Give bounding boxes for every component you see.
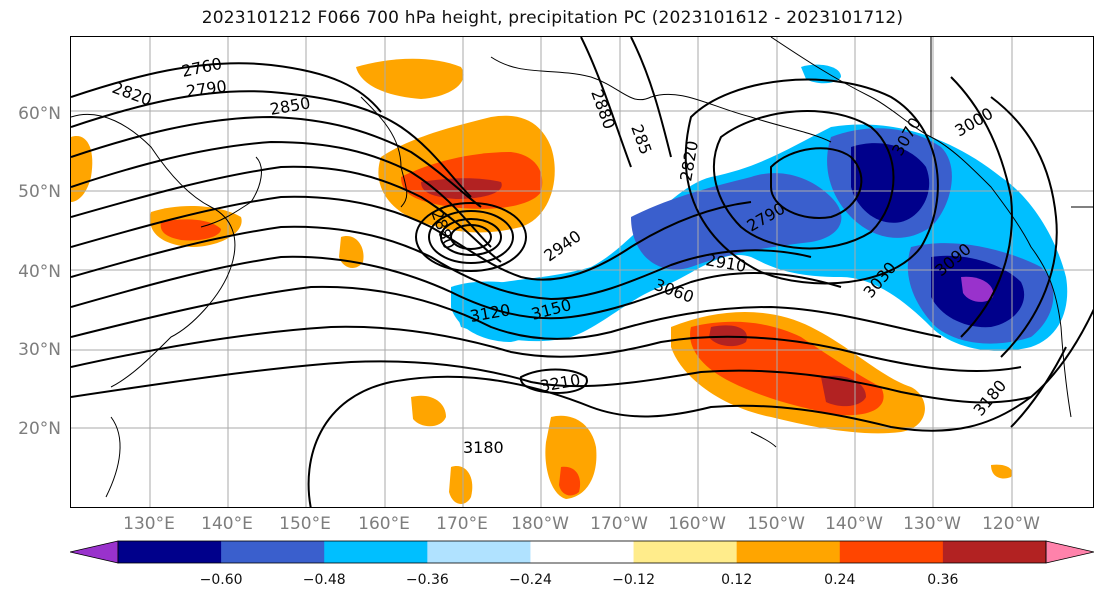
colorbar-tick-label: −0.48 [302,572,346,588]
colorbar-tick-label: −0.36 [405,572,449,588]
colorbar-segment [324,541,428,563]
contour-label: 2940 [540,226,584,265]
pos-anomaly-area [559,466,581,496]
colorbar-outline [117,540,1047,564]
pos-anomaly-area [411,395,446,427]
lon-label-150w: 150°W [747,514,805,534]
colorbar-segment [736,541,841,563]
colorbar-tick-label: 0.12 [721,572,753,588]
lon-label-170e: 170°E [436,514,488,534]
contour-label: 2820 [110,78,155,110]
pos-anomaly-area [356,58,464,99]
contour-label: 2790 [185,76,228,100]
colorbar-segment [118,541,222,563]
colorbar-segment [633,541,738,563]
lon-label-160w: 160°W [668,514,726,534]
lon-label-150e: 150°E [279,514,331,534]
lat-label-20n: 20°N [18,419,61,439]
lat-label-50n: 50°N [18,182,61,202]
contour-label: 2850 [268,93,311,119]
colorbar-tick-label: 0.24 [824,572,856,588]
colorbar-segment [530,541,635,563]
neg-anomaly-area [851,143,930,223]
height-contours [71,37,1093,507]
contour-label: 3000 [952,104,997,141]
map-panel: 2760 2790 2820 2850 2880 285 2820 2790 2… [70,36,1094,508]
lon-label-120w: 120°W [982,514,1040,534]
colorbar-tick-label: −0.12 [612,572,655,588]
colorbar-segment [942,541,1047,563]
lat-label-40n: 40°N [18,262,61,282]
neg-anomaly-area [451,281,545,342]
contour-label: 3180 [463,438,504,457]
map-title: 2023101212 F066 700 hPa height, precipit… [201,8,904,28]
lon-label-140e: 140°E [201,514,253,534]
pos-anomaly-area [160,219,221,241]
colorbar-extension-min [70,540,119,564]
colorbar-extension-max [1045,540,1094,564]
contour-label: 3210 [538,370,581,396]
colorbar-segment [427,541,531,563]
contour-label: 285 [627,122,655,157]
colorbar-tick-label: −0.24 [508,572,552,588]
contour-label: 2880 [587,87,619,132]
lon-label-130e: 130°E [123,514,175,534]
pos-anomaly-area [545,415,597,499]
colorbar-segment [839,541,944,563]
pos-anomaly-area [709,325,747,347]
lon-label-160e: 160°E [358,514,410,534]
lon-label-170w: 170°W [590,514,648,534]
pos-anomaly-area [449,466,473,504]
colorbar-segments [70,540,1094,564]
pos-anomaly-area [71,136,93,202]
colorbar-tick-label: −0.60 [199,572,243,588]
pos-anomaly-area [991,464,1013,479]
graticule [71,37,1093,507]
neg-anomaly-area [961,276,994,302]
precip-shading [71,58,1068,504]
colorbar-segment [221,541,325,563]
colorbar [70,540,1094,564]
colorbar-tick-label: 0.36 [927,572,959,588]
lon-label-130w: 130°W [903,514,961,534]
lon-label-180w: 180°W [511,514,569,534]
lon-label-140w: 140°W [825,514,883,534]
contour-label: 3060 [652,275,697,307]
map-canvas: 2760 2790 2820 2850 2880 285 2820 2790 2… [71,37,1093,507]
lat-label-30n: 30°N [18,340,61,360]
lat-label-60n: 60°N [18,104,61,124]
